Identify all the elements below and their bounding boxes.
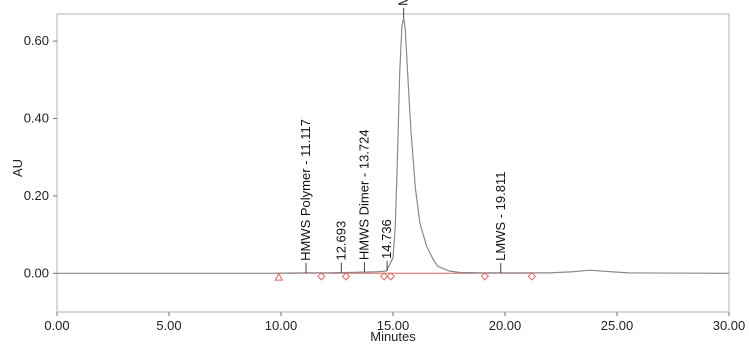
peak-boundary-marker <box>341 272 351 281</box>
peak-layer: HMWS Polymer - 11.117 12.693 HMWS Dimer - … <box>298 0 508 273</box>
marker-layer <box>274 272 537 281</box>
x-tick-label: 10.00 <box>265 318 298 333</box>
peak-boundary-marker <box>527 272 537 281</box>
x-tick-label: 0.00 <box>44 318 69 333</box>
peak-boundary-marker <box>480 272 490 281</box>
peak-boundary-marker <box>386 272 395 281</box>
peak-boundary-marker <box>317 272 326 281</box>
chromatogram-trace <box>57 17 730 274</box>
x-tick-label: 15.00 <box>377 318 410 333</box>
peak-boundary-marker <box>379 272 389 281</box>
y-tick-label: 0.00 <box>24 265 49 280</box>
peak-label: HMWS Dimer - 13.724 <box>356 129 371 260</box>
peak-start-marker <box>274 272 284 281</box>
peak-label: Monomer - 15.475 <box>396 0 411 6</box>
x-tick-label: 20.00 <box>489 318 522 333</box>
x-tick-label: 5.00 <box>156 318 181 333</box>
y-axis-title: AU <box>10 159 25 177</box>
x-tick-label: 25.00 <box>601 318 634 333</box>
x-axis-title: Minutes <box>370 329 416 344</box>
x-tick-label: 30.00 <box>713 318 746 333</box>
y-tick-label: 0.60 <box>24 33 49 48</box>
plot-frame <box>56 13 730 313</box>
axes-layer: 0.00 5.00 10.00 15.00 20.00 25.00 30.00 0.00 0.2… <box>24 13 746 333</box>
peak-label: HMWS Polymer - 11.117 <box>298 119 313 261</box>
y-tick-label: 0.40 <box>24 110 49 125</box>
series-layer <box>57 17 730 274</box>
peak-label: 12.693 <box>333 221 348 261</box>
peak-label: LMWS - 19.811 <box>493 172 508 261</box>
peak-label: 14.736 <box>379 219 394 259</box>
y-tick-label: 0.20 <box>24 188 49 203</box>
